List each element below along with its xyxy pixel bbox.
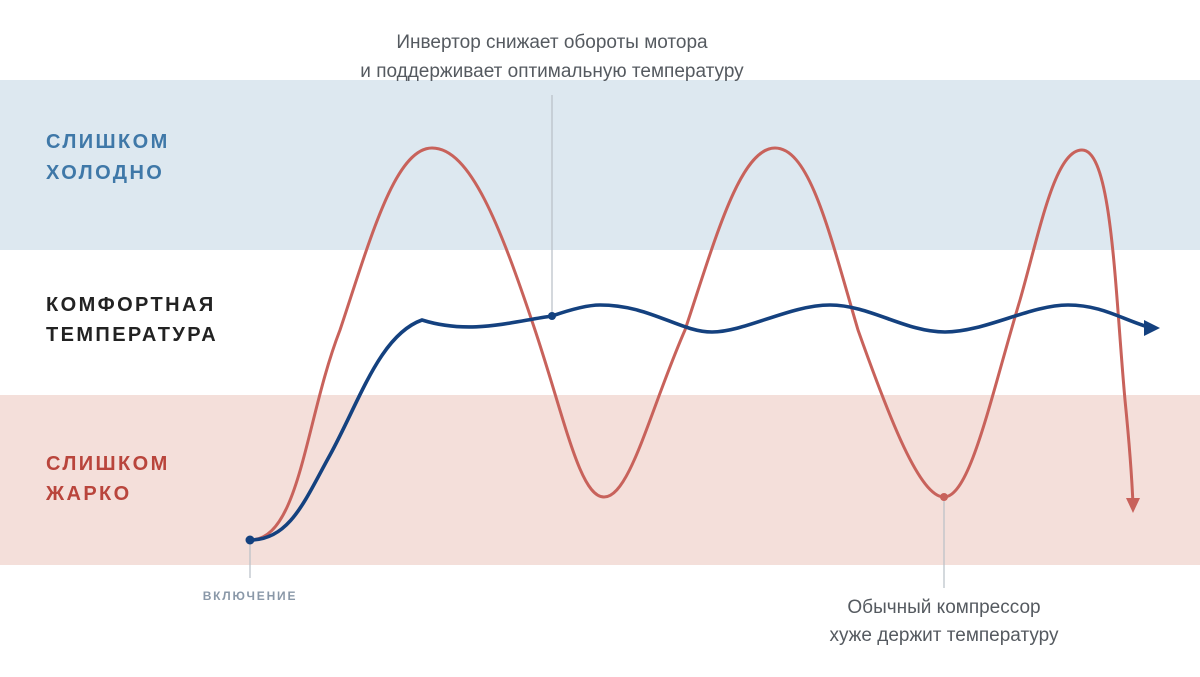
inverter-curve: [249, 303, 1146, 542]
compressor-annotation-dot: [940, 493, 948, 501]
arrow-right-icon: [1144, 320, 1160, 336]
start-dot: [245, 535, 255, 545]
inverter-annotation-line1: Инвертор снижает обороты мотора: [396, 32, 708, 53]
comfort-label-line1: КОМФОРТНАЯ: [46, 294, 216, 316]
cold-label-line1: СЛИШКОМ: [46, 131, 170, 153]
cold-label-line2: ХОЛОДНО: [46, 162, 164, 184]
inverter-annotation: Инвертор снижает обороты мотора и поддер…: [360, 32, 744, 82]
start-label: ВКЛЮЧЕНИЕ: [203, 589, 298, 603]
compressor-curve: [249, 146, 1135, 542]
hot-label-line2: ЖАРКО: [45, 483, 132, 505]
hot-band: [0, 395, 1200, 565]
comfort-label-line2: ТЕМПЕРАТУРА: [46, 324, 218, 346]
compressor-annotation: Обычный компрессор хуже держит температу…: [829, 597, 1059, 646]
hot-label-line1: СЛИШКОМ: [46, 453, 170, 475]
hot-band-label: СЛИШКОМ ЖАРКО: [45, 453, 170, 505]
cold-band-label: СЛИШКОМ ХОЛОДНО: [46, 131, 170, 184]
arrow-down-icon: [1126, 498, 1140, 513]
cold-band: [0, 80, 1200, 250]
inverter-annotation-line2: и поддерживает оптимальную температуру: [360, 61, 744, 82]
comfort-band-label: КОМФОРТНАЯ ТЕМПЕРАТУРА: [46, 294, 218, 346]
compressor-annotation-line2: хуже держит температуру: [829, 625, 1059, 646]
inverter-annotation-dot: [548, 312, 556, 320]
compressor-annotation-line1: Обычный компрессор: [847, 597, 1040, 618]
